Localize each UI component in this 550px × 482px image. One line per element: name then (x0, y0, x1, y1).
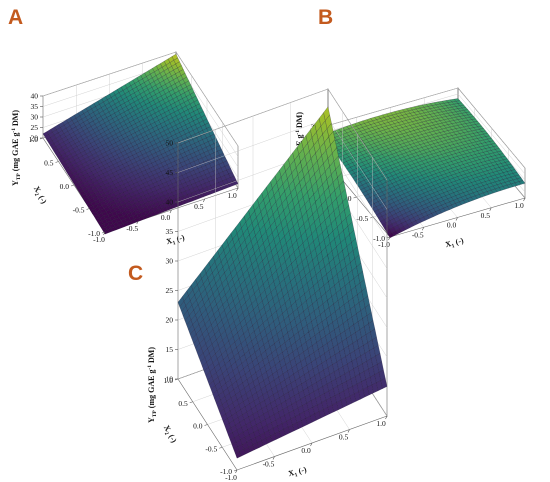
x1-tick-label: 1.0 (227, 191, 237, 200)
x2-tick-label: -0.5 (73, 206, 85, 215)
surface-b (322, 98, 526, 239)
panel-label: B (318, 6, 333, 29)
x1-tick-label: -0.5 (412, 230, 424, 239)
x2-tick-label: 0.5 (44, 159, 54, 168)
x1-axis-label: X1 (-) (165, 233, 186, 248)
surface-a (42, 53, 239, 235)
x1-tick-label: 0.5 (339, 433, 349, 442)
x1-tick-label: -0.5 (263, 460, 275, 469)
z-tick-label: 40 (31, 92, 39, 101)
x2-axis: -1.0 -0.5 0.0 0.5 1.0 (29, 135, 106, 238)
x2-tick-label: 0.5 (178, 399, 188, 408)
z-axis-label: YTP (mg GAE g-1 DM) (147, 347, 158, 423)
z-axis-label: YTP (mg GAE g-1 DM) (11, 110, 22, 186)
x2-tick-label: 0.0 (60, 182, 70, 191)
x1-axis-label: X1 (-) (444, 236, 465, 251)
x1-tick-label: 0.0 (301, 446, 311, 455)
x2-tick-label: -1.0 (220, 467, 232, 476)
x1-tick-label: 0.0 (161, 213, 171, 222)
z-tick-label: 35 (31, 102, 39, 111)
x2-tick-label: 1.0 (29, 135, 39, 144)
z-tick-label: 35 (166, 227, 174, 236)
z-tick-label: 25 (166, 286, 174, 295)
surface-cell (518, 180, 526, 185)
x1-axis: -1.0 -0.5 0.0 0.5 1.0 (378, 197, 526, 249)
x1-tick-label: 0.5 (194, 202, 204, 211)
x1-tick-label: 0.5 (481, 211, 491, 220)
surface-cell (232, 179, 239, 186)
x1-axis-label: X1 (-) (287, 465, 308, 480)
z-tick-label: 25 (31, 123, 39, 132)
panel-label: A (8, 6, 23, 29)
z-tick-label: 50 (166, 139, 174, 148)
z-tick-label: 20 (166, 316, 174, 325)
z-tick-label: 30 (31, 113, 39, 122)
z-tick-label: 15 (166, 345, 174, 354)
x1-tick-label: -0.5 (126, 224, 138, 233)
x2-axis-label: X2 (-) (160, 424, 179, 446)
surface-c (177, 106, 388, 459)
z-tick-label: 45 (166, 168, 174, 177)
x1-tick-label: 0.0 (447, 221, 457, 230)
x1-axis: -1.0 -0.5 0.0 0.5 1.0 (93, 187, 239, 244)
x2-tick-label: -0.5 (356, 214, 368, 223)
z-tick-label: 40 (166, 198, 174, 207)
panel-label: C (128, 262, 143, 285)
z-tick-label: 20 (31, 134, 39, 143)
x2-tick-label: 1.0 (164, 376, 174, 385)
x2-axis-label: X2 (-) (30, 185, 49, 207)
x1-tick-label: 1.0 (376, 419, 386, 428)
z-tick-label: 30 (166, 257, 174, 266)
x2-tick-label: -1.0 (88, 229, 100, 238)
x1-tick-label: -1.0 (93, 235, 105, 244)
x2-tick-label: -0.5 (205, 444, 217, 453)
x2-tick-label: 0.0 (193, 422, 203, 431)
x1-tick-label: 1.0 (514, 201, 524, 210)
x2-tick-label: -1.0 (373, 234, 385, 243)
x1-tick-label: -1.0 (378, 240, 390, 249)
